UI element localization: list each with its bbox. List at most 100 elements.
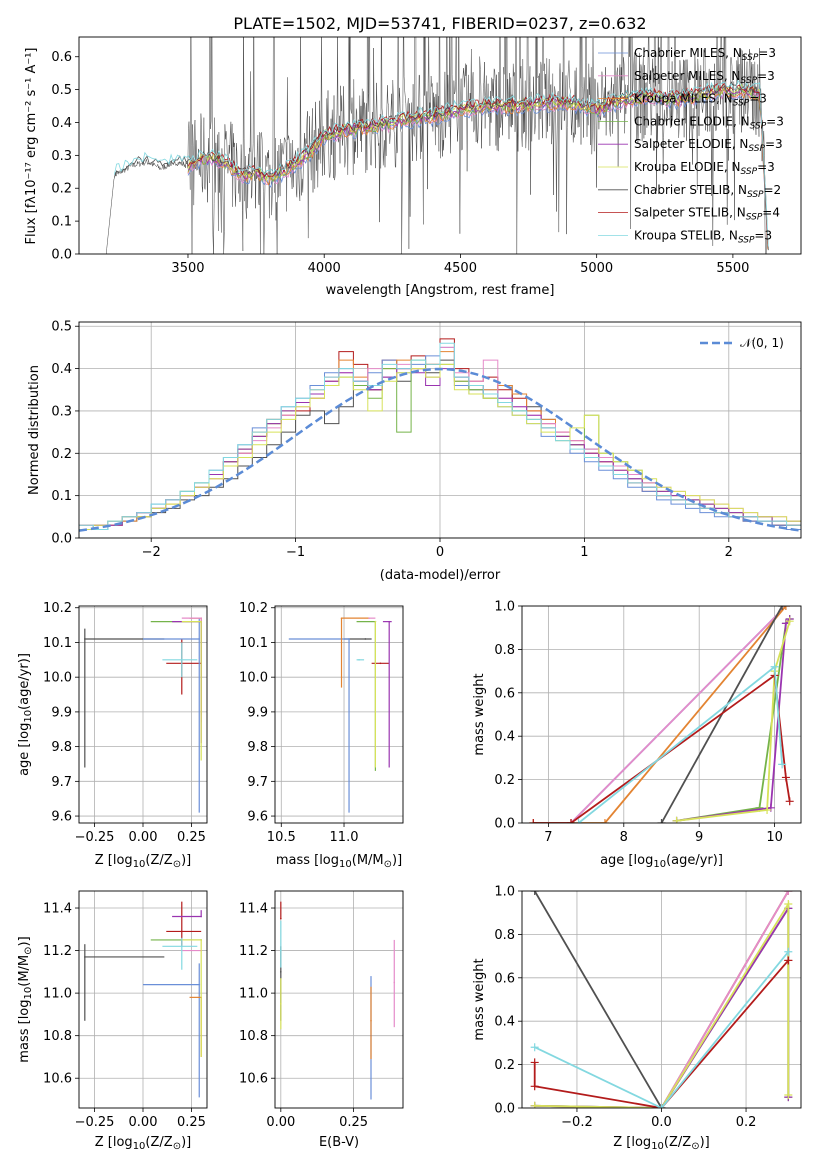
x-tick-label: 10 — [766, 830, 783, 845]
label-part: Z [log — [613, 1135, 651, 1150]
label-part: 10 — [23, 987, 34, 1000]
label-part: age [log — [600, 853, 653, 868]
x-axis-label: Z [log10(Z/Z⊙)] — [613, 1135, 709, 1152]
series-marker-7 — [781, 773, 790, 782]
x-tick-label: 0.00 — [129, 830, 158, 845]
label-part: Chabrier MILES, N — [634, 46, 742, 60]
y-tick-label: 10.6 — [43, 1072, 72, 1087]
label-part: ⊙ — [23, 946, 34, 954]
label-part: )] — [700, 1135, 710, 1150]
x-tick-label: −0.25 — [75, 1115, 115, 1130]
point-1 — [180, 930, 183, 933]
y-tick-label: 11.4 — [239, 902, 268, 917]
y-tick-label: 9.7 — [247, 775, 268, 790]
y-tick-label: 9.9 — [51, 705, 72, 720]
y-tick-label: 0.0 — [51, 248, 72, 263]
y-tick-label: 0.6 — [494, 971, 515, 986]
series-marker-3 — [657, 819, 666, 823]
legend-entry: Chabrier MILES, NSSP=3 — [634, 46, 776, 63]
y-tick-label: 0.6 — [51, 50, 72, 65]
axes-frame — [78, 890, 208, 1109]
label-part: 10 — [133, 859, 146, 870]
legend-entry: Chabrier STELIB, NSSP=2 — [634, 183, 781, 200]
label-part: Z [log — [95, 853, 133, 868]
x-tick-label: 2 — [725, 545, 733, 560]
label-part: SSP — [750, 121, 767, 131]
point-2 — [348, 638, 350, 640]
y-tick-label: 11.4 — [43, 902, 72, 917]
legend-entry: Kroupa MILES, NSSP=3 — [634, 92, 767, 109]
legend-entry: Kroupa STELIB, NSSP=3 — [634, 228, 772, 245]
y-tick-label: 0.2 — [51, 447, 72, 462]
label-part: =3 — [766, 114, 784, 128]
plot-area — [79, 891, 207, 1108]
series-marker-6 — [784, 900, 793, 909]
label-part: =3 — [758, 46, 776, 60]
label-part: mass [log — [276, 853, 339, 868]
point-1 — [280, 917, 282, 920]
x-tick-label: 0.25 — [177, 1115, 206, 1130]
label-part: SSP — [738, 235, 755, 245]
point-7 — [200, 620, 202, 623]
y-tick-label: 0.5 — [51, 83, 72, 98]
label-part: age [log — [17, 723, 32, 776]
point-8 — [180, 659, 183, 661]
legend-entry: 𝒩(0, 1) — [740, 336, 784, 350]
y-tick-label: 10.8 — [43, 1029, 72, 1044]
x-tick-label: 10.5 — [267, 830, 296, 845]
x-tick-label: 0.00 — [266, 1115, 295, 1130]
point-1 — [379, 662, 382, 665]
series-line-3 — [660, 891, 790, 1108]
y-tick-label: 0.1 — [51, 489, 72, 504]
label-part: =4 — [762, 206, 780, 220]
label-part: 10 — [653, 859, 666, 870]
label-part: Chabrier STELIB, N — [634, 183, 747, 197]
label-part: 10 — [133, 1141, 146, 1152]
label-part: Salpeter ELODIE, N — [634, 137, 748, 151]
x-tick-label: 9 — [695, 830, 703, 845]
y-tick-label: 10.0 — [43, 671, 72, 686]
label-part: =2 — [764, 183, 782, 197]
x-axis-label: age [log10(age/yr)] — [600, 853, 723, 870]
y-tick-label: 0.2 — [494, 773, 515, 788]
label-part: ⊙ — [173, 1141, 181, 1152]
y-tick-label: 9.8 — [51, 740, 72, 755]
label-part: (age/yr)] — [666, 853, 723, 868]
x-tick-label: 4500 — [444, 261, 477, 276]
point-5 — [370, 1019, 372, 1022]
series-marker-7 — [784, 956, 793, 965]
point-0 — [84, 638, 86, 640]
x-axis-label: E(B-V) — [319, 1135, 359, 1150]
y-tick-label: 9.9 — [247, 705, 268, 720]
axes-residuals: −2 −1 0 1 2 0.0 0.1 0.2 0.3 0.4 0.5 — [51, 320, 802, 560]
x-tick-label: −2 — [142, 545, 161, 560]
point-8 — [358, 659, 360, 661]
y-tick-label: 0.0 — [494, 1102, 515, 1117]
y-axis-label: mass weight — [472, 958, 487, 1040]
plot-area — [275, 891, 403, 1108]
series-marker-8 — [770, 662, 779, 671]
point-0 — [280, 971, 282, 973]
label-part: 10 — [339, 859, 352, 870]
y-tick-label: 9.7 — [51, 775, 72, 790]
y-tick-label: 10.2 — [43, 601, 72, 616]
series-line-2 — [533, 606, 787, 823]
plot-area — [79, 606, 207, 823]
y-tick-label: 0.4 — [51, 116, 72, 131]
series-marker-8 — [657, 1104, 666, 1108]
x-tick-label: 8 — [620, 830, 628, 845]
series-marker-6 — [530, 1101, 539, 1108]
label-part: Salpeter MILES, N — [634, 69, 741, 83]
series-line-1 — [570, 606, 787, 823]
series-marker-3 — [778, 606, 787, 610]
y-tick-label: 0.3 — [51, 404, 72, 419]
label-part: SSP — [741, 167, 758, 177]
legend-entry: Salpeter STELIB, NSSP=4 — [634, 206, 780, 223]
series-line-7 — [533, 959, 789, 1108]
axes-spectrum: 3500 4000 4500 5000 5500 0.0 0.1 0.2 0.3 0.4 0.5 0.… — [51, 36, 802, 276]
axes-frame — [78, 321, 802, 539]
label-part: Kroupa MILES, N — [634, 92, 733, 106]
y-axis-label: age [log10(age/yr)] — [17, 653, 34, 776]
axes-massweight_vs_Z: −0.2 0.0 0.2 0.0 0.2 0.4 0.6 0.8 1.0 — [494, 885, 802, 1130]
series-line-8 — [578, 665, 783, 823]
